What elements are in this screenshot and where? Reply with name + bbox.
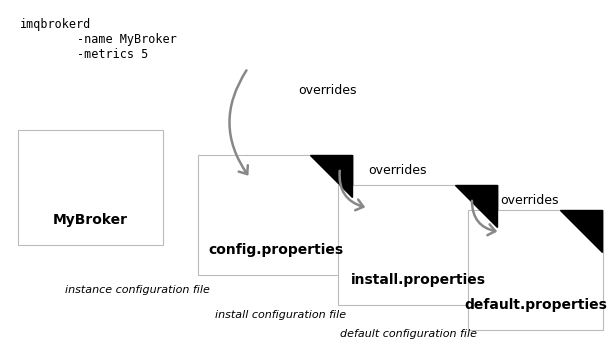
Bar: [468, 210, 603, 330]
Text: overrides: overrides: [368, 163, 426, 176]
Text: install configuration file: install configuration file: [215, 310, 346, 320]
Bar: [18, 130, 163, 245]
Text: config.properties: config.properties: [208, 243, 343, 257]
Bar: [198, 155, 353, 275]
Polygon shape: [560, 210, 602, 252]
Polygon shape: [455, 185, 497, 227]
Text: instance configuration file: instance configuration file: [65, 285, 210, 295]
Text: overrides: overrides: [298, 84, 356, 97]
Text: imqbrokerd
        -name MyBroker
        -metrics 5: imqbrokerd -name MyBroker -metrics 5: [20, 18, 177, 61]
Text: default configuration file: default configuration file: [340, 329, 477, 339]
Text: default.properties: default.properties: [464, 298, 607, 312]
Bar: [338, 185, 498, 305]
Text: MyBroker: MyBroker: [53, 213, 128, 227]
Polygon shape: [310, 155, 352, 197]
Text: overrides: overrides: [500, 193, 559, 206]
Text: install.properties: install.properties: [351, 273, 486, 287]
